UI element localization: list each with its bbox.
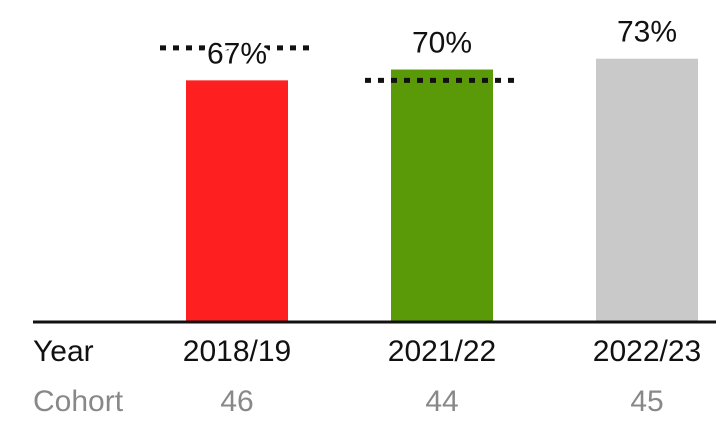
bar	[596, 58, 698, 323]
cohort-value: 45	[630, 385, 663, 418]
x-tick-label: 2018/19	[183, 335, 291, 368]
value-label: 67%	[207, 37, 267, 70]
value-label: 70%	[412, 26, 472, 59]
cohort-value: 44	[425, 385, 458, 418]
bar	[186, 80, 288, 322]
cohort-value: 46	[220, 385, 253, 418]
x-tick-label: 2022/23	[593, 335, 701, 368]
value-label: 73%	[617, 16, 677, 49]
x-tick-label: 2021/22	[388, 335, 496, 368]
bar	[391, 69, 493, 322]
year-row-label: Year	[33, 335, 94, 368]
cohort-row-label: Cohort	[33, 385, 124, 418]
